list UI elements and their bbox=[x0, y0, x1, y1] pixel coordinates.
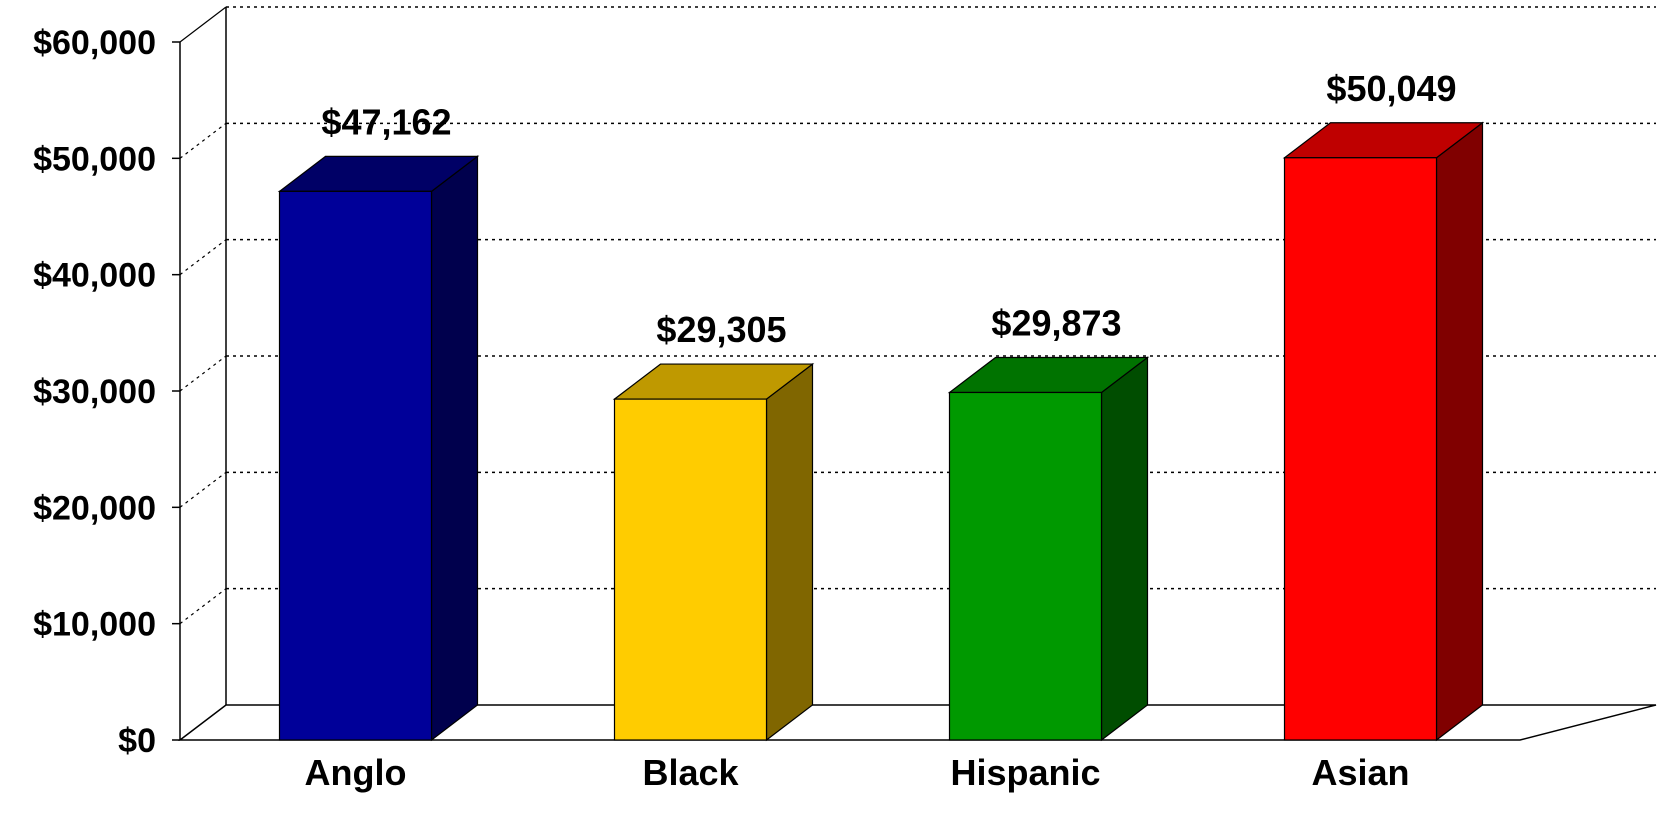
x-tick-label: Anglo bbox=[305, 752, 407, 793]
x-tick-label: Hispanic bbox=[950, 752, 1100, 793]
bar-front-face bbox=[948, 391, 1103, 741]
y-tick-label: $20,000 bbox=[33, 489, 156, 527]
gridline-depth bbox=[179, 471, 227, 508]
data-label: $29,873 bbox=[991, 302, 1121, 343]
x-tick-label: Black bbox=[642, 752, 739, 793]
bar-side-face bbox=[1435, 121, 1484, 742]
y-tick-label: $10,000 bbox=[33, 606, 156, 644]
bar-front-face bbox=[278, 190, 433, 741]
x-tick-label: Asian bbox=[1311, 752, 1409, 793]
gridline-depth bbox=[179, 239, 227, 276]
bar-front-face bbox=[1283, 157, 1438, 741]
y-axis: $0 $10,000 $20,000 $30,000 $40,000 $50,000 $60… bbox=[33, 24, 180, 760]
y-tick-label: $30,000 bbox=[33, 373, 156, 411]
top-depth-edge bbox=[179, 6, 227, 43]
bar-black: $29,305 bbox=[612, 309, 815, 742]
gridline-depth bbox=[179, 588, 227, 625]
data-label: $29,305 bbox=[656, 309, 786, 350]
y-tick-label: $0 bbox=[118, 722, 156, 760]
bar-side-face bbox=[765, 362, 814, 742]
bar-hispanic: $29,873 bbox=[947, 302, 1150, 742]
y-tick-label: $60,000 bbox=[33, 24, 156, 62]
bar-front-face bbox=[613, 398, 768, 741]
bar-side-face bbox=[430, 155, 479, 742]
gridline-depth bbox=[179, 355, 227, 392]
y-tick-label: $50,000 bbox=[33, 140, 156, 178]
data-label: $47,162 bbox=[321, 101, 451, 142]
y-tick-label: $40,000 bbox=[33, 257, 156, 295]
data-label: $50,049 bbox=[1326, 68, 1456, 109]
bar-anglo: $47,162 bbox=[277, 101, 480, 742]
gridline-depth bbox=[179, 122, 227, 159]
x-axis: Anglo Black Hispanic Asian bbox=[305, 752, 1410, 793]
bar-side-face bbox=[1100, 356, 1149, 742]
bar-asian: $50,049 bbox=[1282, 68, 1485, 742]
bars: $47,162 $29,305 $29,873 $50,049 bbox=[277, 68, 1485, 742]
